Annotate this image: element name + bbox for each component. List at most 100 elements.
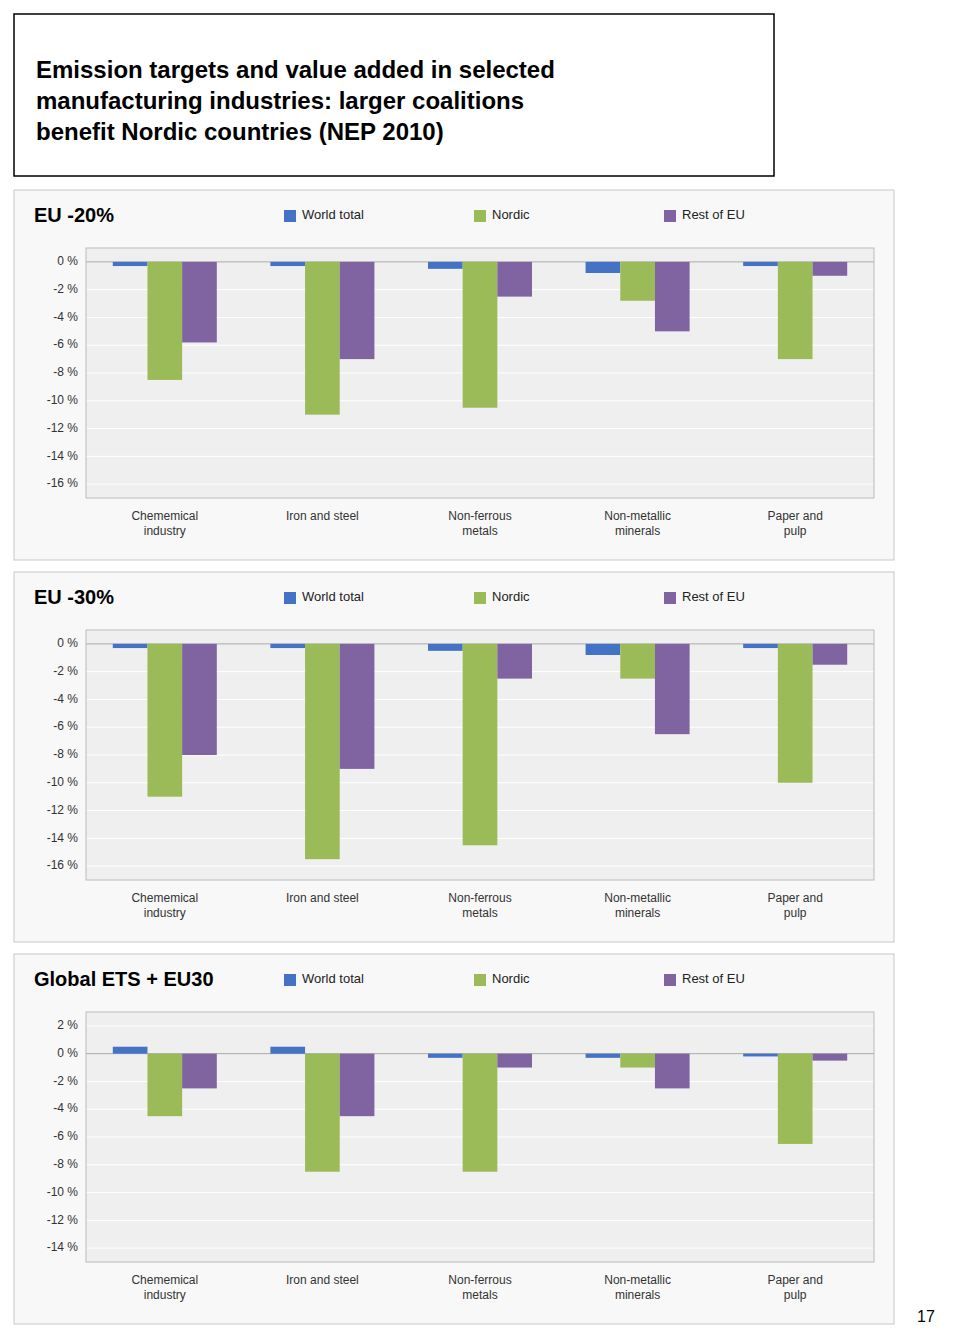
x-tick-label: Chememicalindustry — [131, 1273, 198, 1302]
bar — [743, 262, 778, 266]
bar — [147, 262, 182, 380]
bar — [113, 644, 148, 648]
grid-line — [86, 1192, 874, 1193]
y-tick-label: -6 % — [53, 337, 78, 351]
y-tick-label: -10 % — [47, 393, 79, 407]
bar — [182, 262, 217, 343]
page-number: 17 — [917, 1308, 935, 1325]
chart-title: EU -30% — [34, 586, 114, 608]
bar — [305, 262, 340, 415]
y-tick-label: -12 % — [47, 803, 79, 817]
x-tick-label: Non-metallicminerals — [604, 891, 671, 920]
y-tick-label: -12 % — [47, 1213, 79, 1227]
y-tick-label: -2 % — [53, 664, 78, 678]
bar — [113, 262, 148, 266]
legend: World totalNordicRest of EU — [284, 971, 745, 986]
grid-line — [86, 484, 874, 485]
bar — [497, 1054, 532, 1068]
grid-line — [86, 1248, 874, 1249]
legend-swatch — [474, 592, 486, 604]
legend-swatch — [284, 592, 296, 604]
y-tick-label: -10 % — [47, 775, 79, 789]
bar — [182, 1054, 217, 1089]
bar — [305, 1054, 340, 1172]
y-tick-label: -8 % — [53, 747, 78, 761]
legend-swatch — [284, 974, 296, 986]
x-tick-label: Paper andpulp — [768, 891, 823, 920]
y-tick-label: -16 % — [47, 858, 79, 872]
legend-swatch — [664, 592, 676, 604]
bars — [113, 644, 847, 859]
legend-swatch — [664, 210, 676, 222]
bar — [270, 644, 305, 648]
legend-swatch — [474, 974, 486, 986]
grid-line — [86, 866, 874, 867]
x-tick-label: Non-ferrousmetals — [448, 1273, 511, 1302]
bar — [463, 1054, 498, 1172]
x-tick-label: Non-ferrousmetals — [448, 891, 511, 920]
bar — [113, 1047, 148, 1054]
bar — [743, 1054, 778, 1057]
bars — [113, 262, 847, 415]
x-tick-label: Chememicalindustry — [131, 891, 198, 920]
bar — [428, 1054, 463, 1058]
bar — [586, 644, 621, 655]
legend-label: Rest of EU — [682, 589, 745, 604]
legend-label: World total — [302, 207, 364, 222]
bar — [620, 262, 655, 301]
bar — [778, 1054, 813, 1144]
y-tick-label: 0 % — [57, 1046, 78, 1060]
title-box — [14, 14, 774, 176]
plot-frame — [86, 248, 874, 498]
legend-label: Rest of EU — [682, 207, 745, 222]
grid-line — [86, 1025, 874, 1026]
page-title: Emission targets and value added in sele… — [36, 56, 555, 145]
x-tick-label: Iron and steel — [286, 891, 359, 905]
plot-frame — [86, 1012, 874, 1262]
grid-line — [86, 1220, 874, 1221]
x-tick-label: Iron and steel — [286, 509, 359, 523]
bars — [113, 1047, 847, 1172]
y-tick-label: -6 % — [53, 719, 78, 733]
bar — [428, 262, 463, 269]
plot-background — [86, 630, 874, 880]
bar — [813, 644, 848, 665]
bar — [586, 262, 621, 273]
bar — [813, 1054, 848, 1061]
legend-swatch — [284, 210, 296, 222]
bar — [340, 1054, 375, 1117]
legend-label: World total — [302, 971, 364, 986]
legend-label: World total — [302, 589, 364, 604]
legend-label: Nordic — [492, 971, 530, 986]
y-tick-label: -2 % — [53, 1074, 78, 1088]
bar — [586, 1054, 621, 1058]
chart-title: Global ETS + EU30 — [34, 968, 214, 990]
y-tick-label: -14 % — [47, 1240, 79, 1254]
bar — [620, 1054, 655, 1068]
x-tick-label: Non-metallicminerals — [604, 509, 671, 538]
page: Emission targets and value added in sele… — [0, 0, 960, 1342]
x-tick-label: Iron and steel — [286, 1273, 359, 1287]
x-tick-label: Paper andpulp — [768, 1273, 823, 1302]
bar — [620, 644, 655, 679]
x-tick-label: Non-ferrousmetals — [448, 509, 511, 538]
legend-label: Nordic — [492, 589, 530, 604]
y-tick-label: -8 % — [53, 1157, 78, 1171]
bar — [340, 262, 375, 359]
panel-background — [14, 954, 894, 1324]
bar — [463, 262, 498, 408]
y-tick-label: -16 % — [47, 476, 79, 490]
panel-background — [14, 190, 894, 560]
y-tick-label: -4 % — [53, 1101, 78, 1115]
grid-line — [86, 428, 874, 429]
y-tick-label: 2 % — [57, 1018, 78, 1032]
bar — [497, 644, 532, 679]
y-tick-label: -4 % — [53, 692, 78, 706]
y-tick-label: -14 % — [47, 449, 79, 463]
y-tick-label: -6 % — [53, 1129, 78, 1143]
y-tick-label: -10 % — [47, 1185, 79, 1199]
bar — [270, 1047, 305, 1054]
legend-swatch — [664, 974, 676, 986]
bar — [182, 644, 217, 755]
bar — [270, 262, 305, 266]
